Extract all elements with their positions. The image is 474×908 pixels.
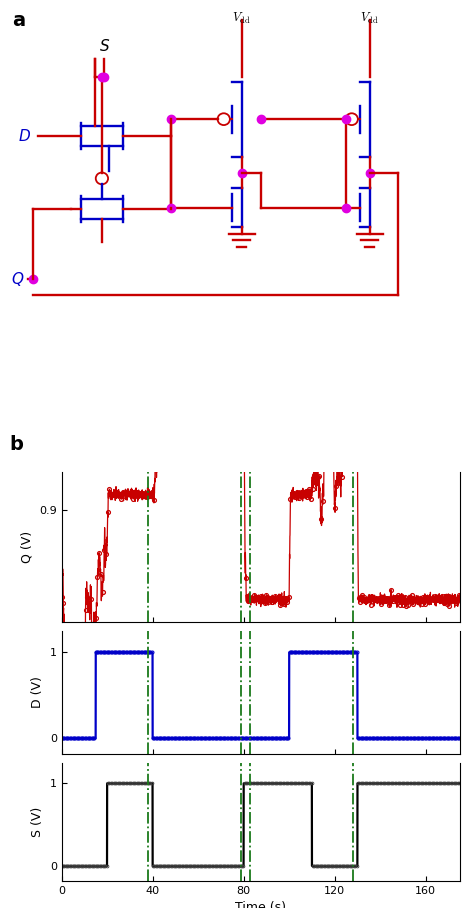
- Text: $V_{\rm dd}$: $V_{\rm dd}$: [232, 11, 251, 26]
- Y-axis label: D (V): D (V): [31, 676, 44, 708]
- Text: S: S: [100, 38, 109, 54]
- Text: a: a: [12, 11, 25, 30]
- Text: D: D: [19, 129, 31, 143]
- Text: Q: Q: [12, 271, 24, 287]
- Text: b: b: [9, 435, 23, 454]
- Text: $V_{\rm dd}$: $V_{\rm dd}$: [360, 11, 379, 26]
- Y-axis label: S (V): S (V): [31, 806, 44, 837]
- X-axis label: Time (s): Time (s): [235, 901, 286, 908]
- Y-axis label: Q (V): Q (V): [20, 531, 34, 563]
